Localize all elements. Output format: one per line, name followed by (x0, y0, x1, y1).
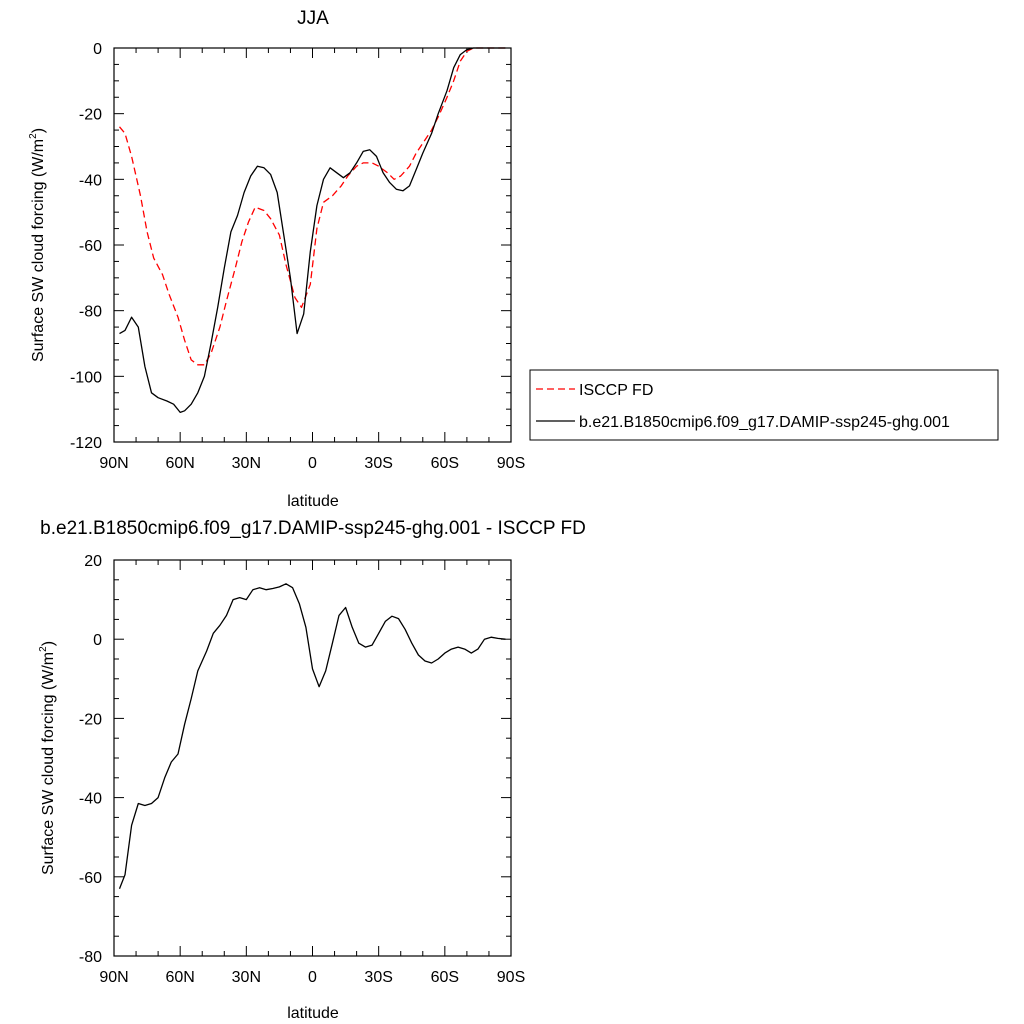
top-y-tick-label: -100 (70, 369, 102, 386)
top-y-tick-label: -40 (79, 172, 102, 189)
bottom-y-tick-label: 20 (84, 553, 102, 570)
top-y-tick-labels: 0 -20 -40 -60 -80 -100 -120 (70, 41, 102, 452)
bottom-y-tick-labels: 20 0 -20 -40 -60 -80 (79, 553, 102, 966)
top-y-tick-label: -20 (79, 107, 102, 124)
top-y-axis-label: Surface SW cloud forcing (W/m2) (28, 128, 47, 362)
bottom-y-axis-label: Surface SW cloud forcing (W/m2) (38, 641, 57, 875)
top-y-tick-label: 0 (93, 41, 102, 58)
bottom-x-axis-label: latitude (287, 1005, 339, 1022)
top-x-tick-label: 90N (99, 455, 128, 472)
top-chart-title: JJA (297, 8, 329, 29)
top-x-tick-label: 90S (497, 455, 525, 472)
top-y-tick-label: -60 (79, 238, 102, 255)
bottom-y-tick-label: -40 (79, 791, 102, 808)
bottom-y-tick-label: -80 (79, 949, 102, 966)
top-x-tick-label: 0 (308, 455, 317, 472)
bottom-x-tick-label: 0 (308, 969, 317, 986)
top-x-tick-labels: 90N 60N 30N 0 30S 60S 90S (99, 455, 525, 472)
bottom-chart-title: b.e21.B1850cmip6.f09_g17.DAMIP-ssp245-gh… (40, 518, 586, 539)
bottom-x-tick-label: 90N (99, 969, 128, 986)
top-panel: JJA 90N 60N 30N 0 30S 60S 90S 0 -20 -40 -60 -80 -10… (28, 8, 525, 510)
top-plot-frame (113, 47, 512, 443)
bottom-x-tick-label: 60N (165, 969, 194, 986)
top-x-tick-label: 30N (232, 455, 261, 472)
bottom-y-tick-label: -60 (79, 870, 102, 887)
bottom-y-tick-label: -20 (79, 711, 102, 728)
bottom-x-tick-label: 90S (497, 969, 525, 986)
legend-box (529, 369, 999, 441)
top-y-tick-label: -80 (79, 304, 102, 321)
bottom-x-tick-label: 30N (232, 969, 261, 986)
bottom-series-group (118, 583, 506, 889)
bottom-plot-frame (113, 559, 512, 957)
bottom-x-tick-labels: 90N 60N 30N 0 30S 60S 90S (99, 969, 525, 986)
bottom-series-line-0 (118, 583, 506, 889)
bottom-axis-ticks (113, 559, 512, 957)
top-x-tick-label: 30S (364, 455, 392, 472)
bottom-panel: b.e21.B1850cmip6.f09_g17.DAMIP-ssp245-gh… (38, 518, 586, 1022)
top-series-line-1 (119, 47, 506, 414)
top-x-tick-label: 60N (165, 455, 194, 472)
bottom-y-tick-label: 0 (93, 632, 102, 649)
top-axis-ticks (113, 47, 512, 443)
top-x-axis-label: latitude (287, 493, 339, 510)
top-x-tick-label: 60S (431, 455, 459, 472)
legend-label-model: b.e21.B1850cmip6.f09_g17.DAMIP-ssp245-gh… (579, 414, 950, 431)
top-series-line-0 (119, 47, 506, 366)
legend: ISCCP FD b.e21.B1850cmip6.f09_g17.DAMIP-… (529, 369, 999, 441)
top-y-tick-label: -120 (70, 435, 102, 452)
top-series-group (119, 47, 506, 414)
bottom-x-tick-label: 60S (431, 969, 459, 986)
bottom-x-tick-label: 30S (364, 969, 392, 986)
legend-label-isccp: ISCCP FD (579, 382, 653, 399)
